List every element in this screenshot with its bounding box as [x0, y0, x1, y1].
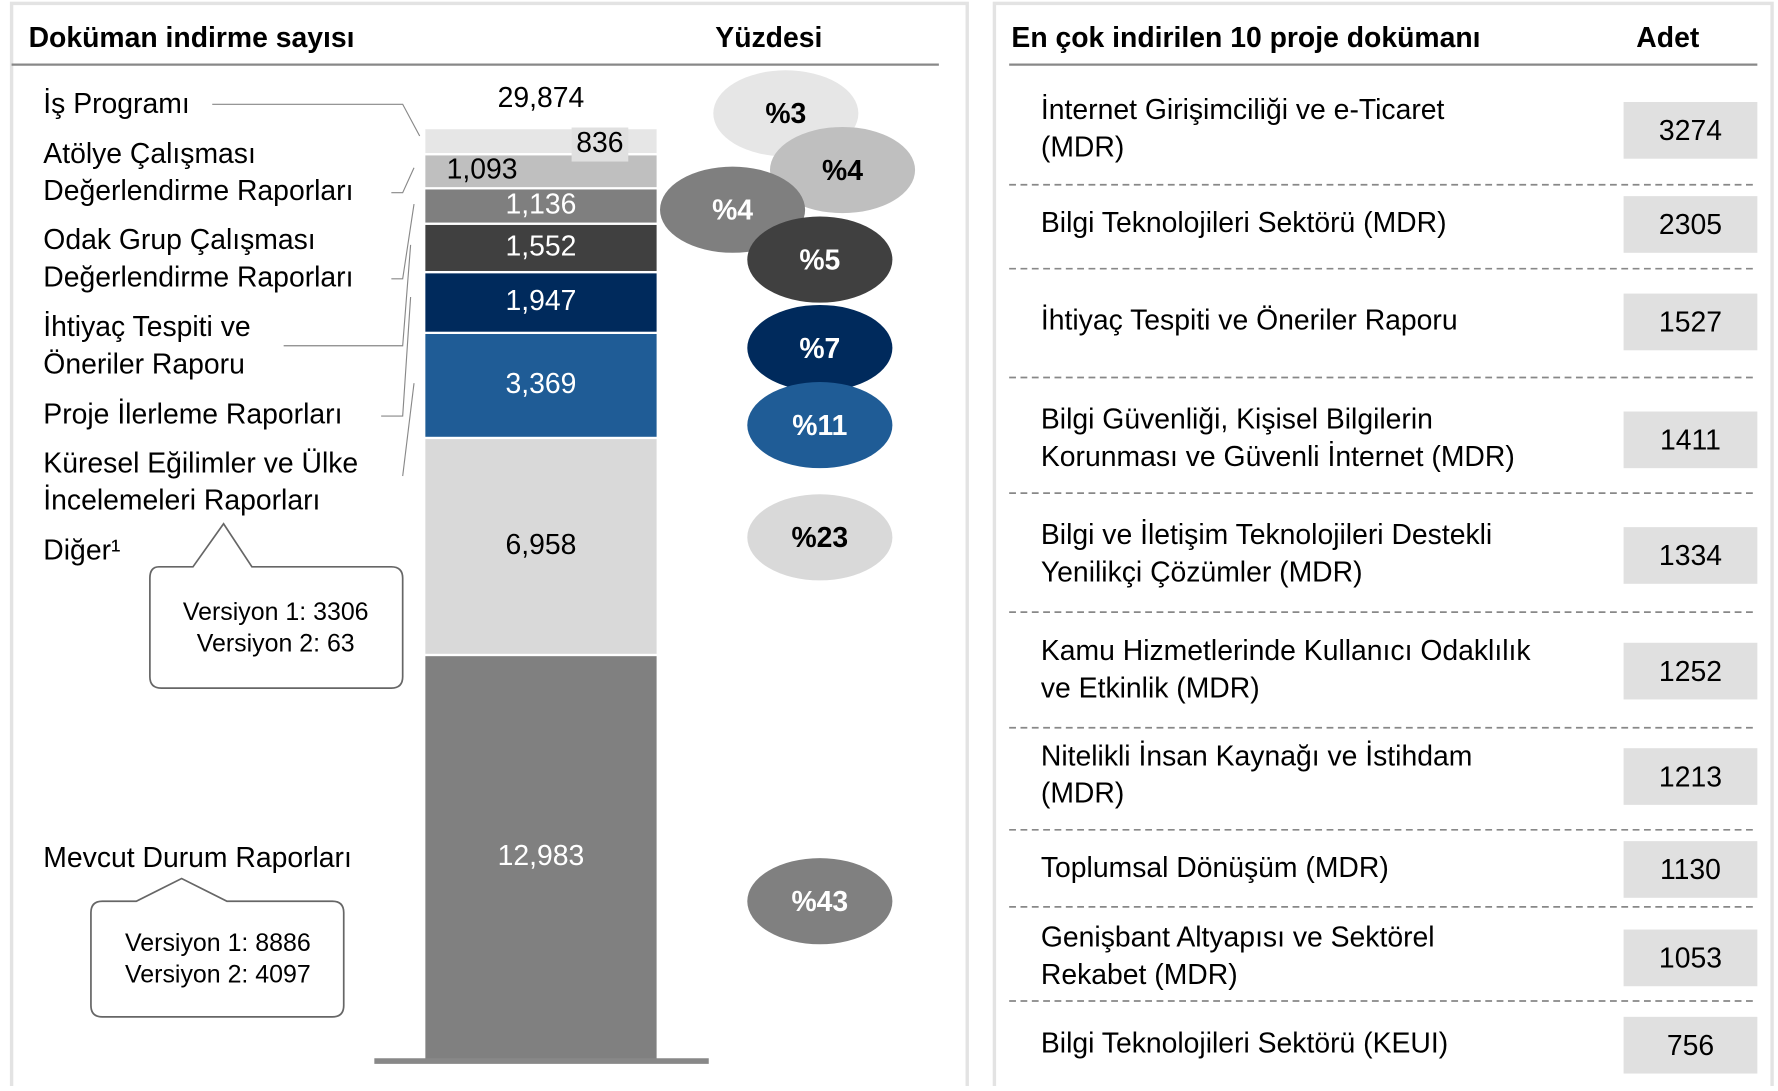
count-box	[1623, 293, 1758, 351]
callout-text: Versiyon 2: 4097	[125, 961, 311, 989]
value-label: 1,947	[506, 285, 577, 317]
legend-label: Değerlendirme Raporları	[43, 261, 353, 293]
legend-label: İhtiyaç Tespiti ve	[43, 311, 250, 343]
value-label: 1,552	[506, 230, 577, 262]
percent-title: Yüzdesi	[715, 22, 822, 54]
count-box	[1623, 527, 1758, 584]
row-name: (MDR)	[1041, 132, 1124, 164]
legend-label: Diğer¹	[43, 535, 120, 567]
legend-label: Atölye Çalışması	[43, 138, 256, 170]
legend-label: Küresel Eğilimler ve Ülke	[43, 447, 358, 479]
count-box	[1623, 748, 1758, 805]
row-name: ve Etkinlik (MDR)	[1041, 672, 1260, 704]
percent-bubble	[747, 494, 893, 581]
count-box	[1623, 102, 1758, 159]
value-label: 1,093	[447, 154, 518, 186]
count-box	[1623, 841, 1758, 898]
legend-label: Mevcut Durum Raporları	[43, 842, 352, 874]
value-label: 1,136	[506, 188, 577, 220]
bar-segment	[423, 187, 659, 225]
row-name: Yenilikçi Çözümler (MDR)	[1041, 557, 1363, 589]
row-count: 2305	[1659, 209, 1722, 241]
row-count: 1411	[1660, 425, 1721, 457]
row-count: 756	[1667, 1030, 1714, 1062]
chart-title: Doküman indirme sayısı	[29, 22, 355, 54]
right-panel	[992, 1, 1774, 1091]
percent-bubble	[747, 858, 893, 945]
legend-label: Odak Grup Çalışması	[43, 224, 315, 256]
count-box	[1623, 1016, 1758, 1074]
bar-segment	[423, 653, 659, 1062]
bar-segment	[423, 222, 659, 274]
row-name: Bilgi Güvenliği, Kişisel Bilgilerin	[1041, 404, 1433, 436]
legend-label: Değerlendirme Raporları	[43, 175, 353, 207]
percent-bubble	[747, 382, 893, 469]
callout	[90, 877, 345, 1018]
row-name: İhtiyaç Tespiti ve Öneriler Raporu	[1041, 304, 1458, 336]
row-name: Toplumsal Dönüşüm (MDR)	[1041, 852, 1389, 884]
table-title: En çok indirilen 10 proje dokümanı	[1011, 22, 1480, 54]
row-name: Bilgi Teknolojileri Sektörü (MDR)	[1041, 207, 1447, 239]
row-name: (MDR)	[1041, 778, 1124, 810]
count-box	[1623, 411, 1758, 469]
left-panel	[9, 1, 969, 1091]
legend-label: Öneriler Raporu	[43, 349, 245, 381]
percent-bubble	[747, 216, 893, 303]
row-count: 3274	[1659, 115, 1722, 147]
percent-bubble	[747, 304, 893, 392]
callout-text: Versiyon 1: 8886	[125, 929, 311, 957]
callout-text: Versiyon 2: 63	[197, 630, 355, 658]
percent-label: %7	[799, 333, 840, 365]
callout-text: Versiyon 1: 3306	[183, 598, 369, 626]
legend-label: İncelemeleri Raporları	[43, 485, 320, 517]
row-name: Bilgi ve İletişim Teknolojileri Destekli	[1041, 519, 1492, 551]
row-name: Genişbant Altyapısı ve Sektörel	[1041, 922, 1435, 954]
total-label: 29,874	[498, 82, 585, 114]
bar-segment	[423, 436, 659, 657]
percent-label: %4	[712, 194, 753, 226]
row-count: 1252	[1659, 656, 1722, 688]
row-count: 1334	[1659, 540, 1722, 572]
row-count: 1527	[1659, 307, 1722, 339]
row-count: 1213	[1659, 761, 1722, 793]
legend-label: Proje İlerleme Raporları	[43, 399, 342, 431]
percent-label: %23	[791, 522, 848, 554]
bar-segment	[423, 331, 659, 440]
percent-label: %5	[799, 244, 840, 276]
row-name: Rekabet (MDR)	[1041, 959, 1238, 991]
value-label: 3,369	[506, 368, 577, 400]
row-name: Kamu Hizmetlerinde Kullanıcı Odaklılık	[1041, 635, 1531, 667]
count-box	[1623, 196, 1758, 253]
bar-segment	[423, 270, 659, 334]
value-label: 6,958	[506, 529, 577, 561]
count-box	[1623, 929, 1758, 987]
row-name: Nitelikli İnsan Kaynağı ve İstihdam	[1041, 740, 1472, 772]
percent-label: %11	[792, 410, 847, 442]
table-header: Adet	[1636, 22, 1700, 54]
row-name: İnternet Girişimciliği ve e-Ticaret	[1041, 94, 1445, 126]
label-box	[571, 127, 629, 162]
row-count: 1053	[1659, 943, 1722, 975]
percent-bubble	[769, 126, 916, 214]
count-box	[1623, 642, 1758, 700]
row-count: 1130	[1660, 854, 1721, 886]
percent-label: %4	[822, 155, 863, 187]
percent-label: %43	[791, 886, 848, 918]
connectors	[212, 103, 421, 477]
value-label: 12,983	[498, 840, 585, 872]
row-name: Bilgi Teknolojileri Sektörü (KEUI)	[1041, 1028, 1448, 1060]
percent-label: %3	[765, 98, 806, 130]
row-name: Korunması ve Güvenli İnternet (MDR)	[1041, 441, 1515, 473]
callout	[149, 522, 404, 689]
legend-label: İş Programı	[43, 88, 189, 120]
value-label: 836	[576, 127, 623, 159]
